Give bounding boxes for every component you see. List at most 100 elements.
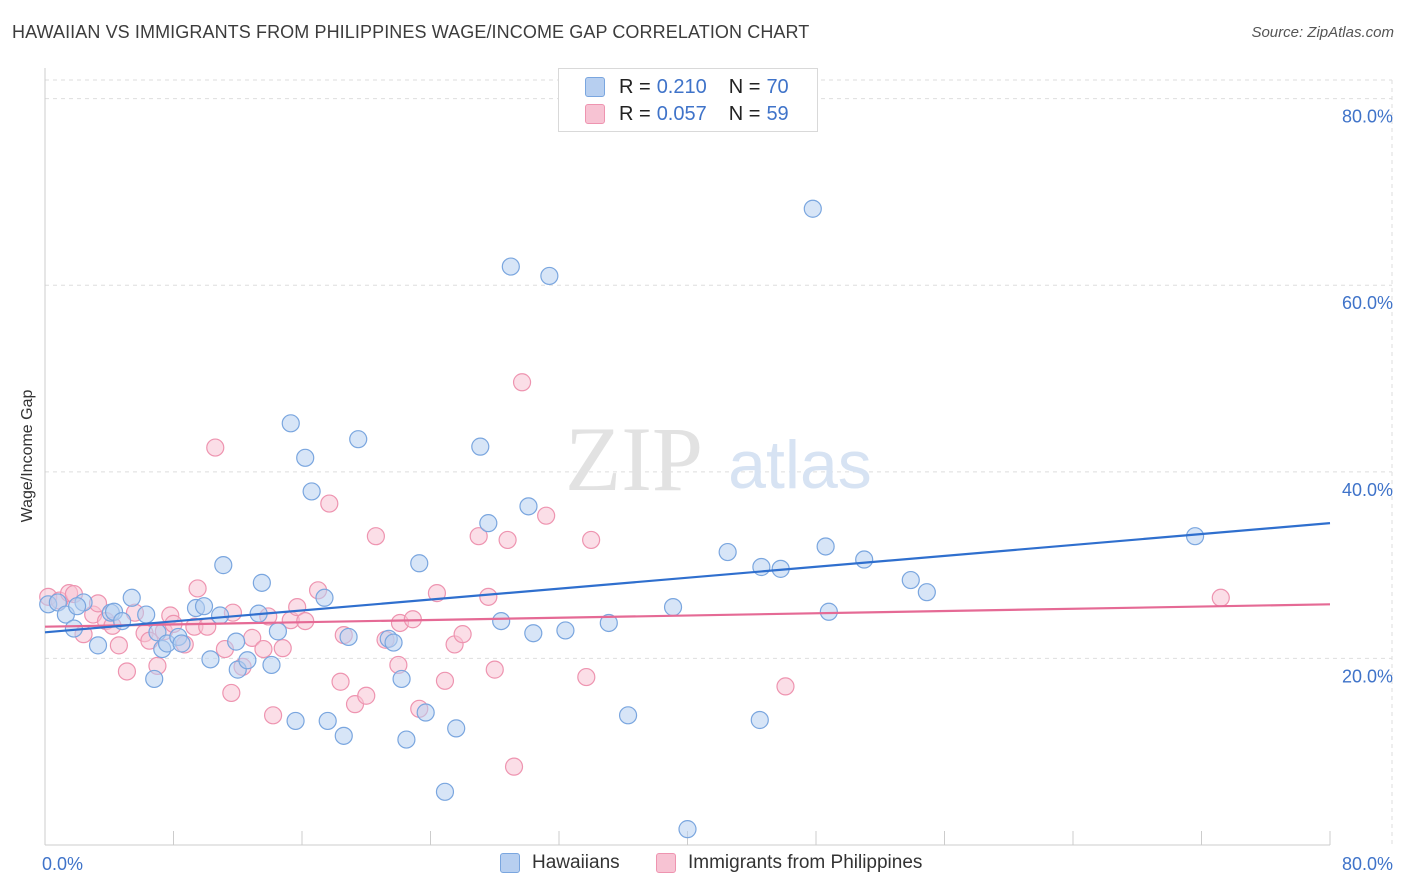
data-point xyxy=(540,266,559,286)
data-point xyxy=(357,686,376,705)
data-point xyxy=(803,199,822,218)
n-label: N = xyxy=(728,75,761,98)
watermark-atlas: atlas xyxy=(728,427,872,503)
r-value: 0.057 xyxy=(656,102,707,125)
data-point xyxy=(109,636,128,655)
data-point xyxy=(582,530,601,550)
trend-line-hawaiians xyxy=(44,522,1331,634)
data-point xyxy=(776,677,795,696)
data-point xyxy=(501,257,520,276)
data-point xyxy=(194,597,214,616)
data-point xyxy=(537,506,556,525)
data-point xyxy=(201,650,220,669)
data-point xyxy=(519,497,538,516)
data-point xyxy=(268,622,288,641)
data-point xyxy=(117,662,137,681)
data-point xyxy=(416,703,435,722)
data-point xyxy=(819,602,838,621)
data-point xyxy=(254,639,273,659)
axes xyxy=(44,68,1331,846)
data-point xyxy=(492,611,511,631)
data-point xyxy=(210,606,230,625)
data-point xyxy=(172,634,191,653)
stats-legend: R = 0.210 N = 70 R = 0.057 N = 59 xyxy=(558,68,818,132)
data-point xyxy=(427,584,447,603)
data-point xyxy=(469,527,488,546)
data-point xyxy=(392,669,411,689)
data-point xyxy=(273,639,292,658)
data-point xyxy=(384,633,403,652)
y-tick-label: 40.0% xyxy=(1342,480,1393,500)
data-point xyxy=(504,757,524,776)
data-point xyxy=(901,570,920,590)
data-point xyxy=(145,669,164,689)
data-point xyxy=(286,711,305,731)
data-point xyxy=(410,554,429,573)
data-point xyxy=(137,605,156,624)
data-point xyxy=(435,671,455,690)
data-point xyxy=(214,556,233,575)
data-point xyxy=(750,710,769,730)
gridlines xyxy=(45,79,1393,845)
data-point xyxy=(718,542,737,562)
x-tick-label: 80.0% xyxy=(1342,854,1393,874)
data-point xyxy=(206,438,225,457)
data-point xyxy=(816,537,835,556)
data-point xyxy=(917,583,936,602)
trend-lines xyxy=(44,522,1331,634)
y-tick-label: 60.0% xyxy=(1342,293,1393,313)
data-point xyxy=(366,527,385,546)
trend-line-philippines xyxy=(44,603,1331,628)
data-point xyxy=(318,711,337,731)
n-value: 59 xyxy=(766,102,789,125)
data-point xyxy=(447,719,466,738)
data-point xyxy=(678,820,697,839)
data-point xyxy=(122,588,141,607)
data-point xyxy=(512,373,532,392)
data-point xyxy=(339,627,358,647)
philippines-legend-swatch xyxy=(656,853,676,873)
data-point xyxy=(334,726,353,745)
data-point xyxy=(263,706,283,725)
data-point xyxy=(331,672,350,691)
legend-label-philippines: Immigrants from Philippines xyxy=(688,852,923,873)
data-point xyxy=(238,651,257,670)
data-point xyxy=(556,621,575,640)
legend-item-philippines[interactable]: Immigrants from Philippines xyxy=(656,852,922,874)
n-value: 70 xyxy=(766,75,789,98)
data-point xyxy=(188,579,207,598)
watermark-zip: ZIP xyxy=(565,408,703,510)
data-point xyxy=(320,494,339,513)
data-point xyxy=(618,706,638,725)
n-label: N = xyxy=(728,102,761,125)
tick-labels: 20.0% 40.0% 60.0% 80.0% 0.0% 80.0% xyxy=(42,107,1393,874)
data-point xyxy=(315,588,334,607)
data-point xyxy=(1211,588,1230,607)
y-tick-label: 80.0% xyxy=(1342,107,1393,127)
data-point xyxy=(498,530,517,550)
data-point xyxy=(397,730,416,749)
data-point xyxy=(453,625,472,644)
data-point xyxy=(88,636,108,655)
legend-item-hawaiians[interactable]: Hawaiians xyxy=(500,852,620,874)
data-point xyxy=(663,598,683,617)
x-tick-label: 0.0% xyxy=(42,854,83,874)
data-point xyxy=(302,482,321,501)
data-point xyxy=(479,514,498,533)
r-label: R = xyxy=(619,102,651,125)
data-point xyxy=(296,448,315,467)
data-point xyxy=(485,660,504,679)
data-point xyxy=(479,587,498,606)
data-point xyxy=(222,683,241,703)
data-point xyxy=(855,550,874,569)
series-hawaiians-points xyxy=(39,199,1205,839)
series-legend: Hawaiians Immigrants from Philippines xyxy=(0,852,1406,878)
data-point xyxy=(599,613,618,633)
r-label: R = xyxy=(619,75,651,98)
data-point xyxy=(227,632,246,651)
data-point xyxy=(435,782,455,801)
legend-label-hawaiians: Hawaiians xyxy=(532,852,620,873)
stats-row-hawaiians: R = 0.210 N = 70 xyxy=(585,75,789,99)
data-point xyxy=(68,597,87,616)
